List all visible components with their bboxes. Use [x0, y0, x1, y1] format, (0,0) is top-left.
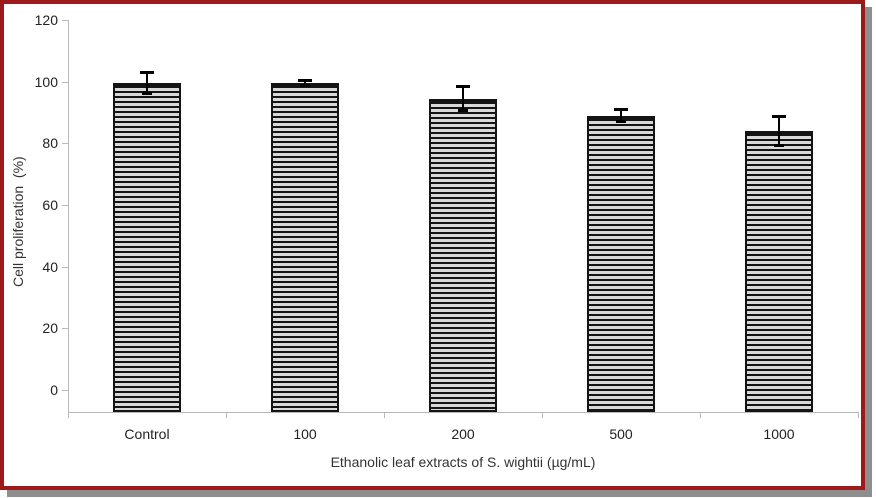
error-bar-cap-bottom: [142, 92, 152, 95]
error-bar-cap-top: [456, 85, 470, 89]
error-bar: [146, 72, 148, 94]
x-tick: [68, 412, 69, 418]
x-category-label: 100: [293, 426, 317, 442]
y-tick: [62, 20, 68, 21]
y-tick: [62, 205, 68, 206]
y-axis-title: Cell proliferation (%): [10, 156, 26, 288]
x-tick: [700, 412, 701, 418]
chart-frame: Cell proliferation (%) 0 20 40 60 80 100 120 Co…: [0, 0, 865, 490]
bar: [745, 131, 813, 412]
plot-area: Cell proliferation (%) 0 20 40 60 80 100 120 Co…: [4, 4, 861, 486]
error-bar-cap-top: [772, 114, 786, 118]
error-bar-cap-top: [298, 79, 312, 83]
x-axis-line: [68, 412, 858, 413]
y-tick: [62, 390, 68, 391]
bar: [587, 115, 655, 412]
error-bar-cap-bottom: [616, 119, 626, 123]
y-tick-label: 80: [42, 135, 58, 152]
x-tick: [384, 412, 385, 418]
error-bar-cap-top: [140, 71, 154, 75]
error-bar-cap-bottom: [300, 84, 310, 88]
error-bar-cap-bottom: [458, 108, 468, 112]
error-bar: [778, 115, 780, 147]
error-bar: [620, 109, 622, 122]
y-tick: [62, 143, 68, 145]
x-tick: [542, 412, 543, 418]
x-category-label: 1000: [763, 426, 795, 442]
bar: [429, 98, 497, 412]
y-tick: [62, 81, 68, 83]
y-tick-label: 100: [34, 73, 58, 90]
x-tick: [858, 412, 859, 418]
bar: [113, 83, 181, 412]
error-bar-cap-bottom: [774, 144, 784, 148]
y-tick: [62, 266, 68, 268]
x-tick: [226, 412, 227, 418]
y-axis-line: [68, 20, 69, 412]
y-tick-label: 40: [42, 258, 58, 275]
bar: [271, 83, 339, 412]
x-axis-title: Ethanolic leaf extracts of S. wightii (µ…: [330, 454, 596, 470]
y-tick-label: 0: [50, 382, 58, 398]
error-bar-cap-top: [614, 108, 628, 112]
y-tick-label: 60: [42, 197, 58, 213]
error-bar: [462, 86, 464, 111]
y-tick-label: 120: [34, 12, 58, 28]
y-tick-label: 20: [42, 320, 58, 337]
x-category-label: 500: [609, 426, 633, 442]
x-category-label: Control: [124, 426, 170, 442]
x-category-label: 200: [451, 426, 475, 442]
error-bar: [304, 80, 306, 87]
y-tick: [62, 328, 68, 330]
